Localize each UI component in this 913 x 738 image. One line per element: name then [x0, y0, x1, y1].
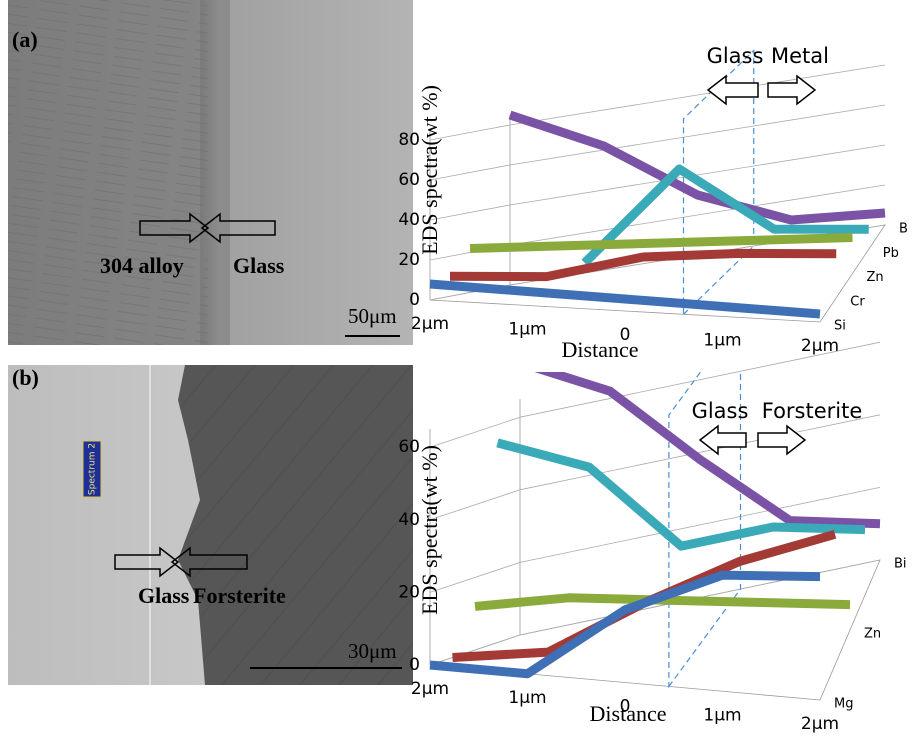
data-line	[470, 238, 853, 249]
depth-tick-label: Zn	[864, 627, 881, 642]
grid-line	[430, 490, 520, 520]
annotation: Forsterite	[762, 399, 863, 423]
x-tick-label: 1μm	[508, 688, 546, 708]
annotation: 304 alloy	[100, 253, 184, 278]
depth-tick-label: Pb	[883, 246, 899, 261]
arrow	[700, 426, 746, 454]
axis-wall	[430, 560, 880, 700]
x-tick-label: 2μm	[801, 714, 839, 733]
arrow	[708, 76, 758, 104]
data-line	[430, 284, 820, 314]
annotation: Glass	[707, 44, 764, 68]
x-tick-label: 2μm	[411, 314, 449, 334]
x-tick-label: 1μm	[703, 705, 741, 725]
y-tick-label: 0	[409, 655, 420, 675]
x-tick-label: 1μm	[703, 331, 741, 351]
data-line	[498, 443, 866, 546]
panel-label: (b)	[12, 365, 39, 390]
scale-bar-label: 50μm	[348, 304, 397, 328]
y-axis-title: EDS spectra(wt %)	[417, 445, 442, 615]
x-axis-title: Distance	[590, 701, 667, 726]
x-tick-label: 1μm	[508, 320, 546, 340]
interface-plane	[669, 318, 741, 687]
sem-image-b	[8, 365, 413, 685]
annotation: Glass	[233, 253, 285, 278]
x-tick-label: 2μm	[411, 679, 449, 699]
depth-tick-label: Si	[834, 319, 846, 334]
depth-tick-label: Zn	[867, 270, 884, 285]
grid-line	[510, 65, 885, 125]
sem-image-a	[8, 0, 413, 345]
annotation: Metal	[771, 44, 829, 68]
x-tick-label: 2μm	[801, 336, 839, 356]
annotation: Forsterite	[193, 583, 286, 608]
panel-label: (a)	[12, 27, 38, 52]
grid-line	[430, 562, 520, 592]
scale-bar-label: 30μm	[348, 639, 397, 663]
inset-label: Spectrum 2	[88, 443, 98, 495]
y-tick-label: 0	[409, 290, 420, 310]
depth-tick-label: Cr	[850, 294, 865, 309]
arrow	[758, 426, 805, 454]
figure: (a)304 alloyGlass50μm(b)Spectrum 2GlassF…	[0, 0, 913, 733]
data-line	[520, 363, 880, 524]
depth-tick-label: Bi	[894, 557, 907, 572]
data-line	[450, 253, 836, 276]
x-axis-title: Distance	[562, 337, 639, 362]
annotation: Glass	[138, 583, 190, 608]
plot-area	[430, 115, 885, 314]
depth-tick-label: B	[899, 222, 908, 237]
depth-tick-label: Mg	[834, 697, 853, 712]
y-axis-title: EDS spectra(wt %)	[417, 85, 442, 255]
grid-line	[520, 415, 880, 490]
annotation: Glass	[692, 399, 749, 423]
data-line	[510, 115, 885, 220]
